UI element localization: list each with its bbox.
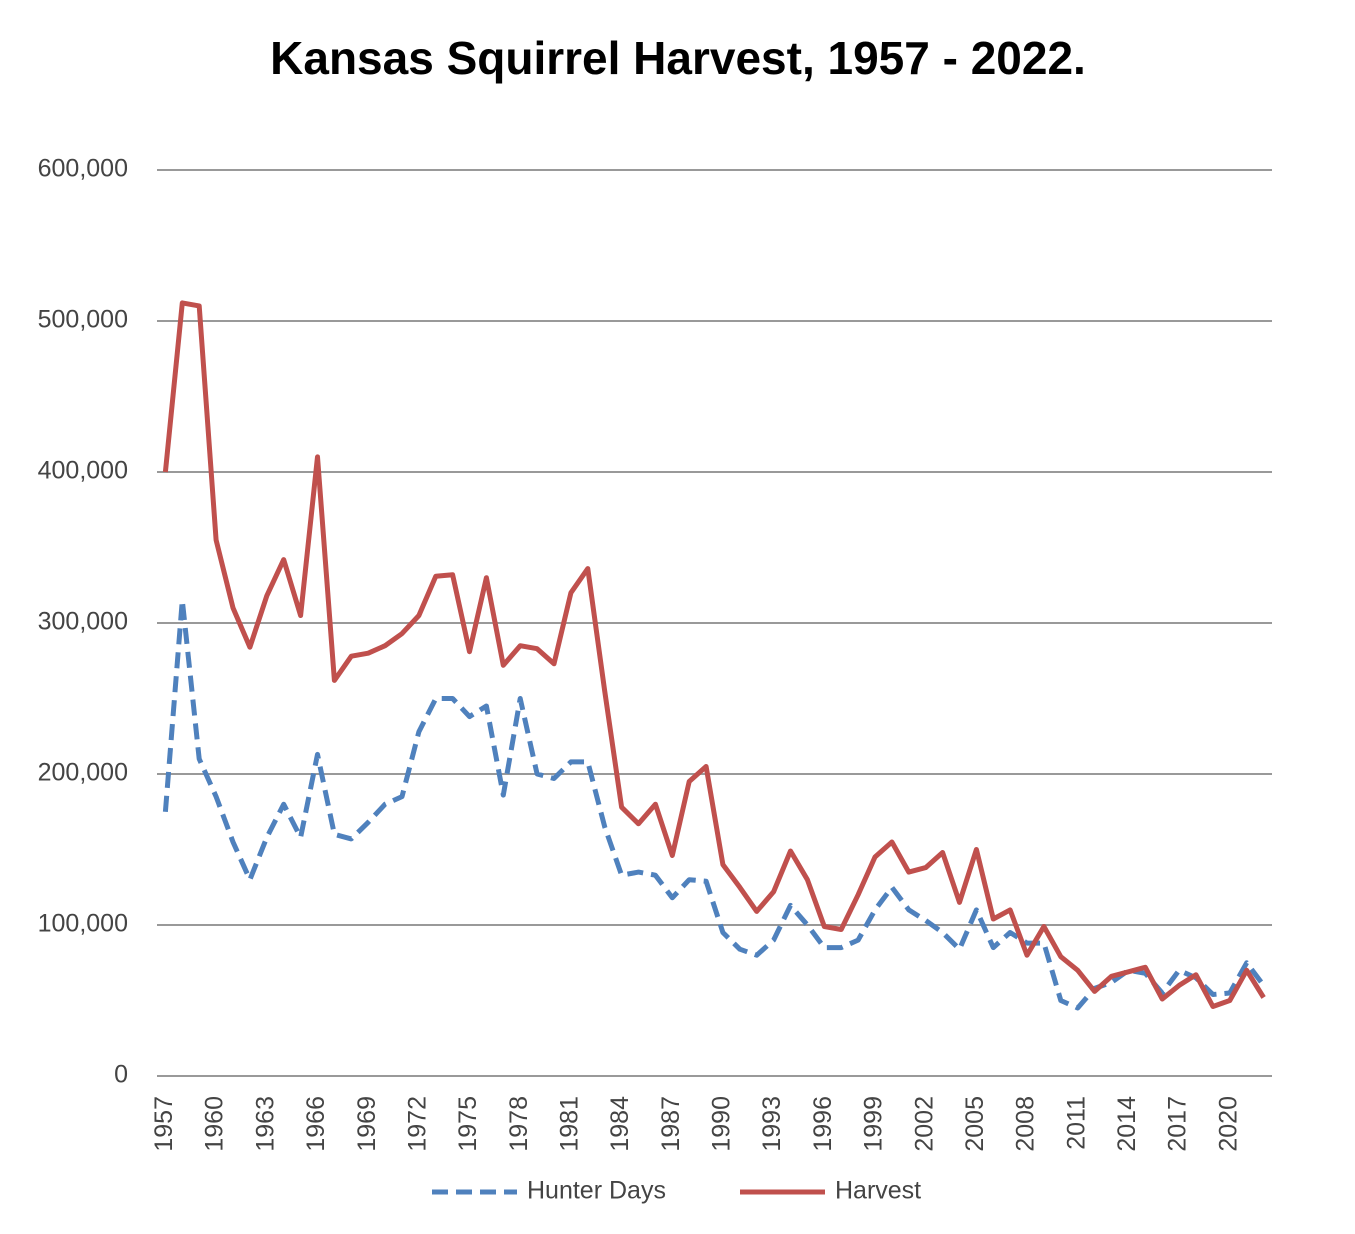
y-tick-label: 200,000 xyxy=(38,759,128,787)
x-tick-label: 2014 xyxy=(1113,1096,1141,1152)
x-tick-label: 1963 xyxy=(251,1096,279,1152)
legend-label: Hunter Days xyxy=(527,1177,666,1205)
legend-label: Harvest xyxy=(835,1177,921,1205)
x-tick-label: 1981 xyxy=(556,1096,584,1152)
y-tick-label: 0 xyxy=(114,1061,128,1089)
x-tick-label: 1978 xyxy=(505,1096,533,1152)
x-tick-label: 2017 xyxy=(1164,1096,1192,1152)
x-tick-label: 1960 xyxy=(201,1096,229,1152)
y-tick-label: 600,000 xyxy=(38,155,128,183)
x-tick-label: 2002 xyxy=(910,1096,938,1152)
y-tick-label: 500,000 xyxy=(38,306,128,334)
x-tick-label: 1984 xyxy=(606,1096,634,1152)
x-tick-label: 1987 xyxy=(657,1096,685,1152)
x-tick-label: 1999 xyxy=(860,1096,888,1152)
x-tick-label: 1996 xyxy=(809,1096,837,1152)
x-tick-label: 1972 xyxy=(403,1096,431,1152)
y-tick-label: 400,000 xyxy=(38,457,128,485)
y-tick-label: 300,000 xyxy=(38,608,128,636)
chart-title: Kansas Squirrel Harvest, 1957 - 2022. xyxy=(270,32,1086,84)
x-tick-label: 1957 xyxy=(150,1096,178,1152)
x-tick-label: 2005 xyxy=(961,1096,989,1152)
x-tick-label: 2008 xyxy=(1012,1096,1040,1152)
data-line xyxy=(162,300,1266,1009)
x-tick-label: 1969 xyxy=(353,1096,381,1152)
data-line xyxy=(162,597,1266,1011)
y-tick-label: 100,000 xyxy=(38,910,128,938)
x-tick-label: 1990 xyxy=(708,1096,736,1152)
x-tick-label: 1966 xyxy=(302,1096,330,1152)
x-tick-label: 2020 xyxy=(1214,1096,1242,1152)
x-tick-label: 1993 xyxy=(758,1096,786,1152)
x-tick-label: 2011 xyxy=(1062,1096,1090,1150)
x-tick-label: 1975 xyxy=(454,1096,482,1152)
